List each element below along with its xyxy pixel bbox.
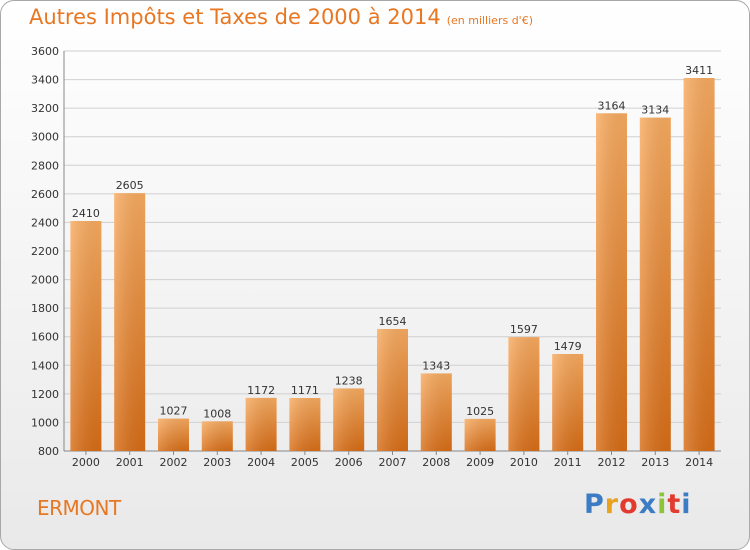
bar-value-label: 1172: [247, 384, 275, 397]
bar-value-label: 3164: [598, 99, 626, 112]
chart-title: Autres Impôts et Taxes de 2000 à 2014: [29, 5, 441, 29]
x-tick-label: 2005: [291, 456, 319, 469]
bar-shade: [333, 388, 365, 451]
y-tick-label: 2600: [31, 188, 59, 201]
bar-value-label: 1654: [379, 315, 407, 328]
x-tick-label: 2013: [641, 456, 669, 469]
y-tick-label: 3400: [31, 74, 59, 87]
bar-shade: [245, 397, 277, 451]
y-tick-label: 1200: [31, 388, 59, 401]
logo-letter: r: [604, 489, 620, 520]
bar-shade: [377, 329, 408, 451]
y-tick-label: 3000: [31, 131, 59, 144]
bar-value-label: 2605: [116, 179, 144, 192]
bar-shade: [70, 221, 102, 451]
x-tick-label: 2003: [203, 456, 231, 469]
y-tick-label: 1600: [31, 331, 59, 344]
bar-value-label: 1008: [203, 407, 231, 420]
y-tick-label: 2400: [31, 216, 59, 229]
x-tick-label: 2004: [247, 456, 275, 469]
x-tick-label: 2006: [335, 456, 363, 469]
bar-shade: [552, 354, 584, 451]
x-tick-label: 2010: [510, 456, 538, 469]
logo-letter: t: [667, 489, 682, 520]
bar-shade: [639, 117, 671, 452]
bar-value-label: 3411: [685, 64, 713, 77]
x-tick-label: 2011: [554, 456, 582, 469]
y-tick-label: 2200: [31, 245, 59, 258]
x-tick-label: 2009: [466, 456, 494, 469]
bar-shade: [464, 418, 496, 451]
x-tick-label: 2012: [598, 456, 626, 469]
y-tick-label: 800: [38, 445, 59, 458]
chart-subtitle: (en milliers d'€): [446, 14, 533, 27]
bar-shade: [289, 398, 321, 451]
bar-value-label: 1479: [554, 340, 582, 353]
bar-value-label: 1343: [422, 359, 450, 372]
y-tick-label: 3600: [31, 45, 59, 58]
bar-shade: [201, 421, 233, 451]
logo-letter: o: [619, 489, 639, 520]
x-tick-label: 2002: [160, 456, 188, 469]
logo-letter: P: [584, 489, 605, 520]
proxiti-logo: Proxiti: [584, 489, 692, 520]
y-tick-label: 3200: [31, 102, 59, 115]
x-tick-label: 2007: [379, 456, 407, 469]
x-tick-label: 2014: [685, 456, 713, 469]
logo-letter: i: [681, 489, 692, 520]
bar-value-label: 1597: [510, 323, 538, 336]
x-tick-label: 2001: [116, 456, 144, 469]
bar-shade: [596, 113, 627, 452]
y-tick-label: 2800: [31, 159, 59, 172]
bar-value-label: 1025: [466, 405, 494, 418]
bar-value-label: 1027: [160, 405, 188, 418]
bar-shade: [114, 193, 146, 451]
logo-letter: x: [638, 489, 658, 520]
place-name: ERMONT: [37, 496, 121, 520]
bar-shade: [420, 373, 452, 451]
bar-shade: [158, 418, 189, 451]
x-tick-label: 2008: [422, 456, 450, 469]
y-tick-label: 2000: [31, 274, 59, 287]
bar-shade: [683, 78, 715, 451]
y-tick-label: 1000: [31, 416, 59, 429]
chart-title-block: Autres Impôts et Taxes de 2000 à 2014 (en…: [29, 5, 533, 29]
bar-value-label: 3134: [641, 104, 669, 117]
y-tick-label: 1800: [31, 302, 59, 315]
bar-shade: [508, 337, 540, 451]
bar-value-label: 1238: [335, 374, 363, 387]
logo-letter: i: [657, 489, 668, 520]
bar-value-label: 1171: [291, 384, 319, 397]
y-tick-label: 1400: [31, 359, 59, 372]
bar-value-label: 2410: [72, 207, 100, 220]
x-tick-label: 2000: [72, 456, 100, 469]
